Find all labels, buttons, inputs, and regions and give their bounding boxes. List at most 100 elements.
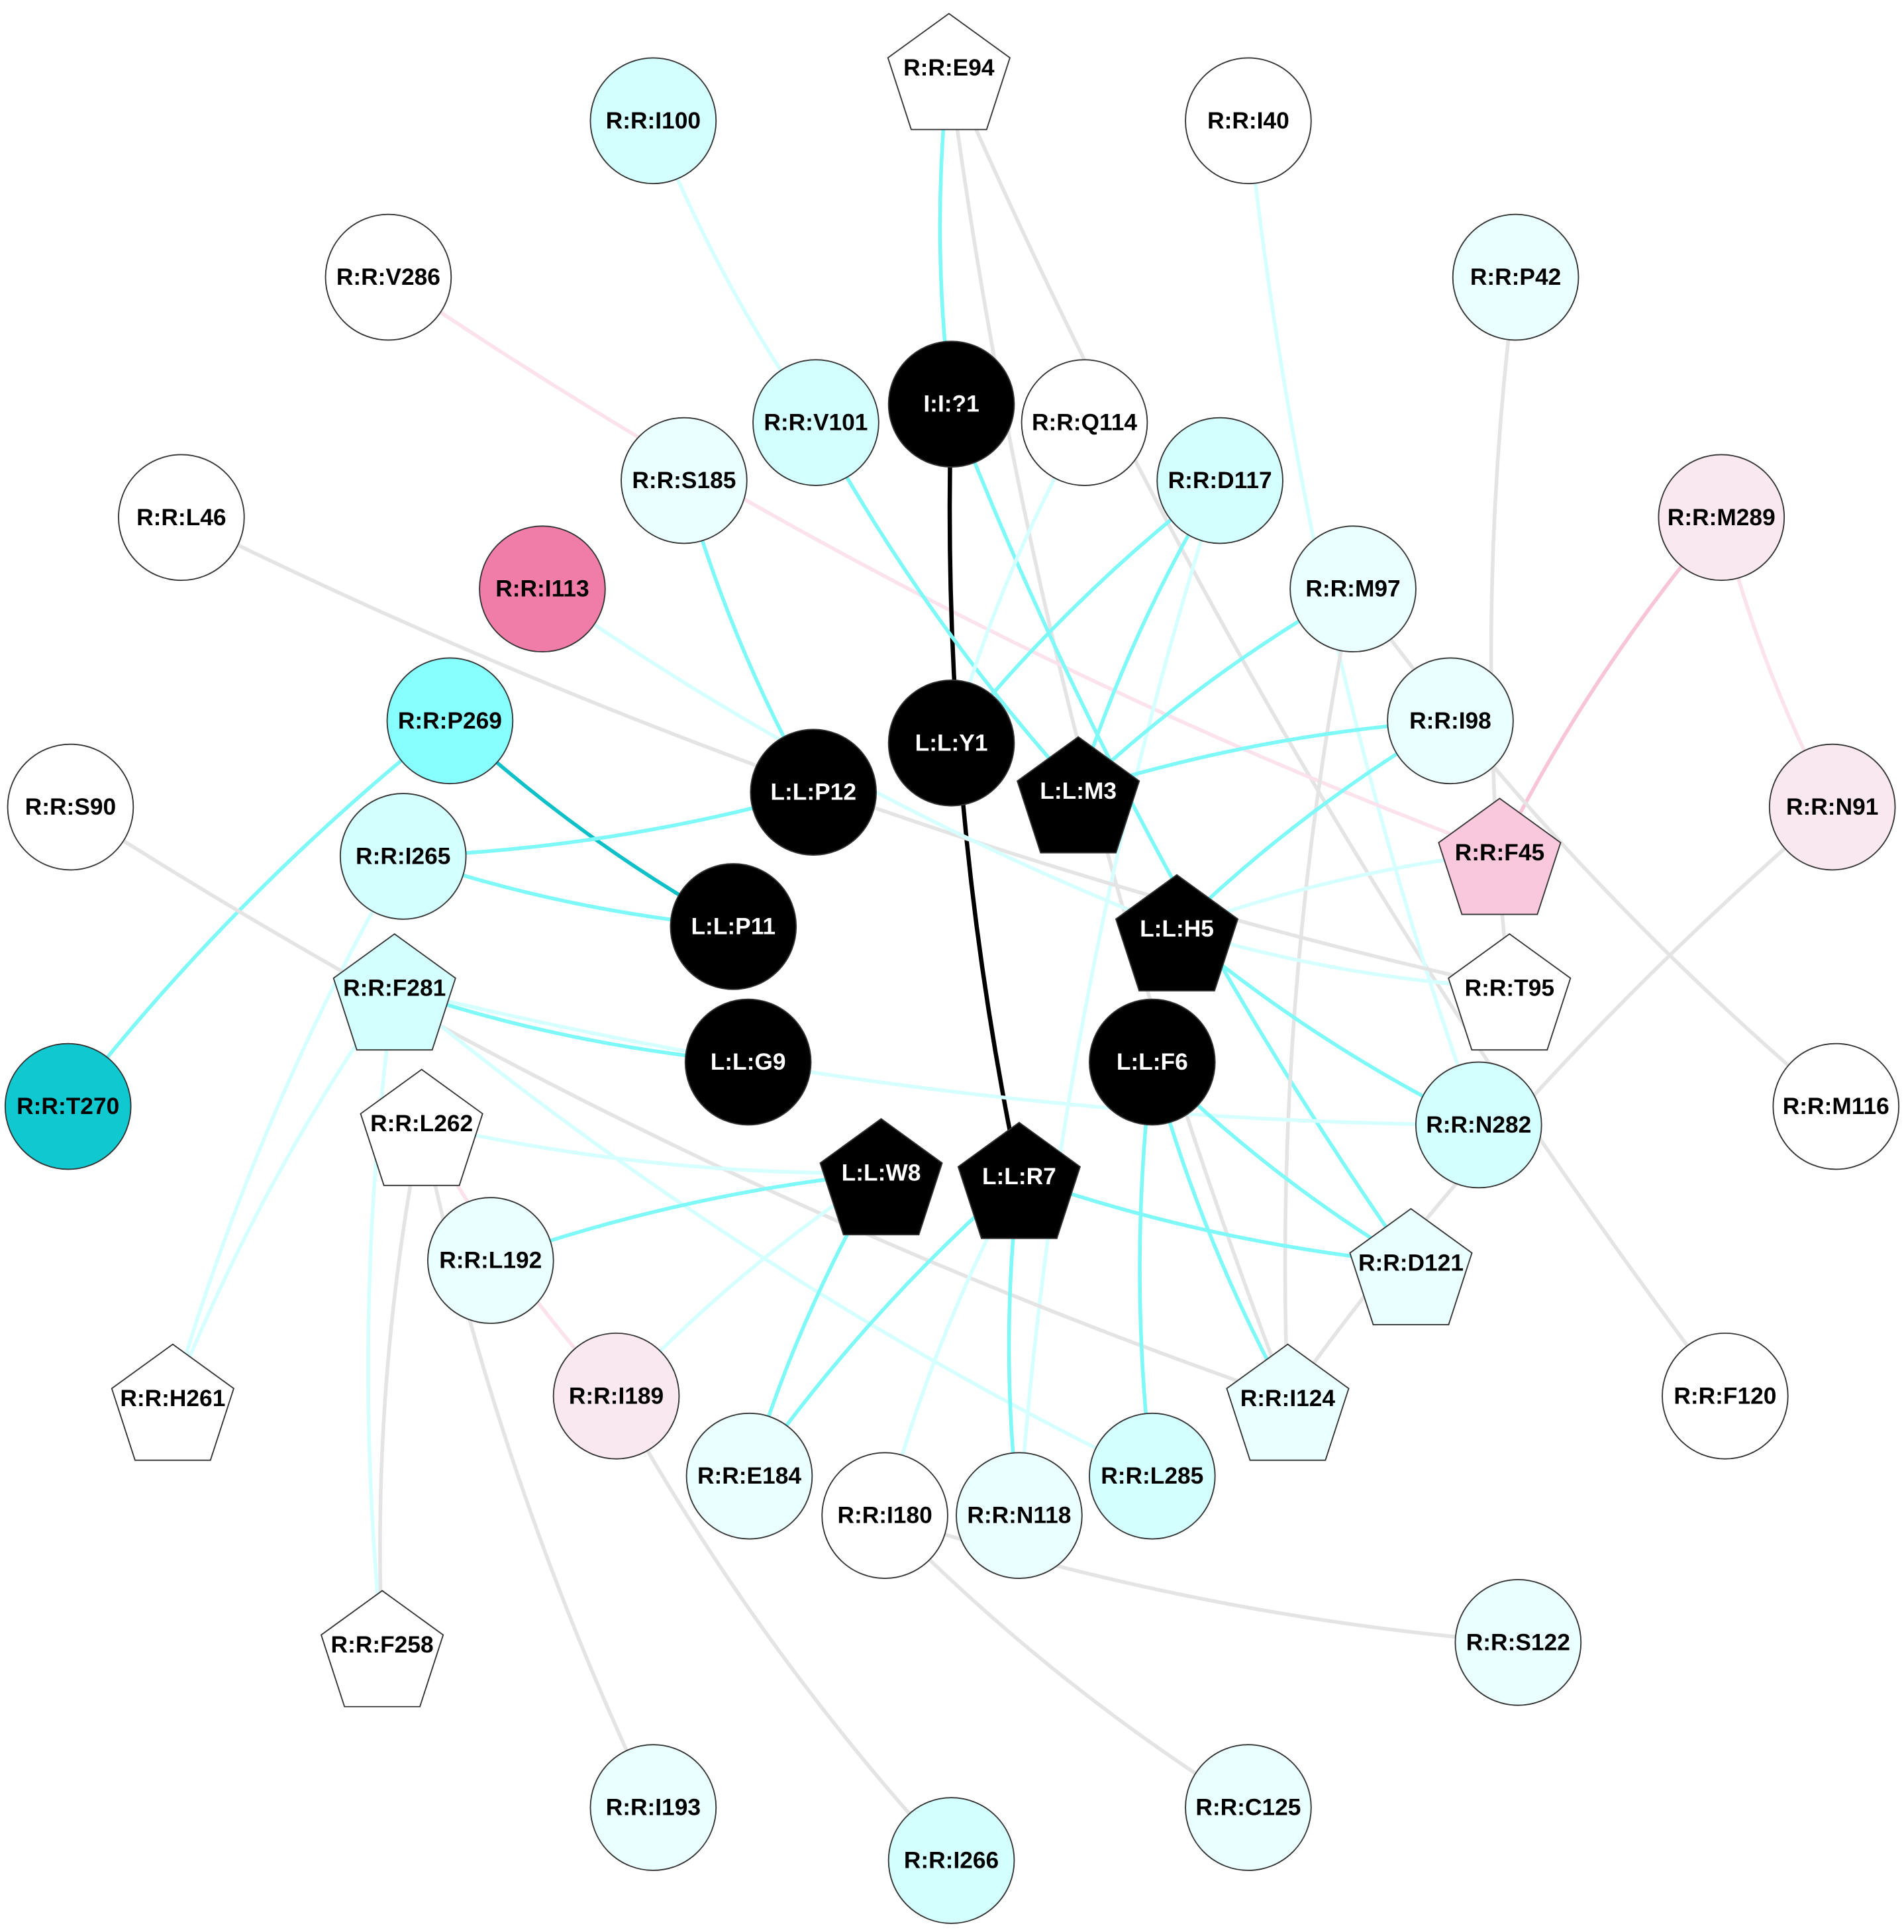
node-r-r-q114[interactable]: R:R:Q114 — [1021, 359, 1148, 486]
node-label: R:R:I113 — [495, 576, 589, 602]
node-label: R:R:S90 — [25, 794, 116, 820]
nodes-layer: R:R:E94 R:R:I100 R:R:I40 R:R:P42 R:R:V286 I:I… — [4, 13, 1900, 1924]
node-label: R:R:L192 — [439, 1248, 542, 1274]
edge-r-r-f281-r-r-l285 — [393, 986, 1154, 1478]
node-r-r-m97[interactable]: R:R:M97 — [1289, 525, 1417, 653]
edge-r-r-v286-r-r-f45 — [387, 276, 1501, 854]
node-label: R:R:F120 — [1674, 1383, 1776, 1409]
node-label: R:R:E94 — [903, 55, 995, 81]
node-r-r-v286[interactable]: R:R:V286 — [325, 213, 452, 341]
node-r-r-e184[interactable]: R:R:E184 — [685, 1412, 813, 1540]
node-r-r-p42[interactable]: R:R:P42 — [1452, 213, 1579, 341]
node-l-l-h5[interactable]: L:L:H5 — [1115, 874, 1239, 991]
node-label: R:R:M289 — [1668, 505, 1776, 531]
node-r-r-d117[interactable]: R:R:D117 — [1156, 417, 1283, 544]
node-r-r-i193[interactable]: R:R:I193 — [589, 1744, 717, 1871]
node-label: R:R:Q114 — [1032, 410, 1137, 436]
node-r-r-l262[interactable]: R:R:L262 — [360, 1068, 483, 1186]
node-circle-shape — [956, 1452, 1083, 1580]
node-r-r-l192[interactable]: R:R:L192 — [426, 1197, 554, 1324]
node-circle-shape — [589, 1744, 717, 1871]
node-r-r-h261[interactable]: R:R:H261 — [111, 1343, 235, 1461]
node-label: R:R:S185 — [632, 468, 736, 493]
node-r-r-i100[interactable]: R:R:I100 — [589, 57, 717, 185]
node-label: R:R:F281 — [343, 975, 446, 1001]
node-label: L:L:P12 — [770, 780, 856, 805]
edge-r-r-l262-r-r-f258 — [378, 1123, 424, 1645]
node-label: R:R:N118 — [967, 1503, 1071, 1529]
node-label: R:R:I266 — [904, 1848, 999, 1874]
node-pentagon-shape — [332, 933, 456, 1051]
node-label: R:R:T95 — [1465, 975, 1554, 1001]
node-r-r-e94[interactable]: R:R:E94 — [887, 13, 1011, 130]
node-r-r-i266[interactable]: R:R:I266 — [887, 1797, 1015, 1924]
node-r-r-s90[interactable]: R:R:S90 — [7, 743, 134, 871]
node-l-l-g9[interactable]: L:L:G9 — [684, 998, 812, 1126]
edge-r-r-l262-l-l-w8 — [421, 1121, 881, 1176]
node-r-r-f281[interactable]: R:R:F281 — [332, 933, 456, 1051]
node-r-r-f45[interactable]: R:R:F45 — [1438, 797, 1562, 915]
node-label: R:R:P42 — [1470, 264, 1561, 290]
node-l-l-p12[interactable]: L:L:P12 — [750, 729, 877, 856]
node-r-r-s122[interactable]: R:R:S122 — [1454, 1579, 1582, 1706]
node-r-r-f258[interactable]: R:R:F258 — [320, 1590, 444, 1707]
node-label: R:R:C125 — [1195, 1795, 1301, 1821]
edges-layer — [66, 67, 1838, 1862]
node-r-r-i265[interactable]: R:R:I265 — [339, 793, 467, 920]
node-r-r-m116[interactable]: R:R:M116 — [1772, 1042, 1900, 1170]
node-label: I:I:?1 — [923, 391, 979, 417]
node-l-l-r7[interactable]: L:L:R7 — [957, 1121, 1081, 1239]
node-r-r-t270[interactable]: R:R:T270 — [4, 1042, 132, 1170]
node-l-l-w8[interactable]: L:L:W8 — [819, 1118, 943, 1236]
node-r-r-m289[interactable]: R:R:M289 — [1658, 454, 1785, 582]
node-circle-shape — [1185, 1744, 1312, 1871]
node-r-r-i180[interactable]: R:R:I180 — [821, 1452, 948, 1580]
node-l-l-m3[interactable]: L:L:M3 — [1017, 736, 1140, 854]
node-circle-shape — [752, 359, 879, 486]
node-circle-shape — [887, 679, 1015, 807]
node-circle-shape — [7, 743, 134, 871]
node-pentagon-shape — [1448, 933, 1572, 1051]
node-r-r-c125[interactable]: R:R:C125 — [1185, 1744, 1312, 1871]
node-r-r-n118[interactable]: R:R:N118 — [956, 1452, 1083, 1580]
node-r-r-l285[interactable]: R:R:L285 — [1088, 1412, 1216, 1540]
node-circle-shape — [684, 998, 812, 1126]
node-l-l-y1[interactable]: L:L:Y1 — [887, 679, 1015, 807]
node-label: R:R:I124 — [1240, 1386, 1336, 1411]
node-label: R:R:I40 — [1207, 108, 1289, 134]
node-label: L:L:Y1 — [915, 730, 988, 756]
node-i-i-1[interactable]: I:I:?1 — [887, 340, 1015, 468]
node-label: L:L:H5 — [1140, 916, 1214, 942]
node-label: R:R:I180 — [837, 1503, 932, 1529]
node-label: R:R:M116 — [1783, 1093, 1889, 1119]
node-r-r-d121[interactable]: R:R:D121 — [1349, 1207, 1473, 1325]
node-label: R:R:L262 — [370, 1111, 473, 1137]
node-r-r-n282[interactable]: R:R:N282 — [1415, 1061, 1542, 1189]
node-r-r-l46[interactable]: R:R:L46 — [118, 454, 245, 582]
node-r-r-i189[interactable]: R:R:I189 — [552, 1332, 680, 1460]
node-circle-shape — [887, 340, 1015, 468]
node-r-r-n91[interactable]: R:R:N91 — [1768, 743, 1896, 871]
node-circle-shape — [621, 417, 748, 544]
node-pentagon-shape — [1349, 1207, 1473, 1325]
node-pentagon-shape — [887, 13, 1011, 130]
node-r-r-t95[interactable]: R:R:T95 — [1448, 933, 1572, 1051]
node-r-r-s185[interactable]: R:R:S185 — [621, 417, 748, 544]
node-r-r-i98[interactable]: R:R:I98 — [1387, 657, 1514, 785]
node-l-l-p11[interactable]: L:L:P11 — [670, 863, 797, 990]
node-circle-shape — [1185, 57, 1312, 185]
node-pentagon-shape — [111, 1343, 235, 1461]
node-label: L:L:G9 — [711, 1049, 786, 1075]
node-r-r-v101[interactable]: R:R:V101 — [752, 359, 879, 486]
node-r-r-i124[interactable]: R:R:I124 — [1226, 1343, 1350, 1461]
node-r-r-p269[interactable]: R:R:P269 — [386, 657, 514, 785]
node-r-r-f120[interactable]: R:R:F120 — [1662, 1332, 1789, 1460]
node-l-l-f6[interactable]: L:L:F6 — [1088, 998, 1216, 1126]
node-label: R:R:M97 — [1305, 576, 1400, 602]
node-r-r-i113[interactable]: R:R:I113 — [479, 525, 606, 653]
node-r-r-i40[interactable]: R:R:I40 — [1185, 57, 1312, 185]
node-circle-shape — [118, 454, 245, 582]
node-circle-shape — [552, 1332, 680, 1460]
node-pentagon-shape — [819, 1118, 943, 1236]
